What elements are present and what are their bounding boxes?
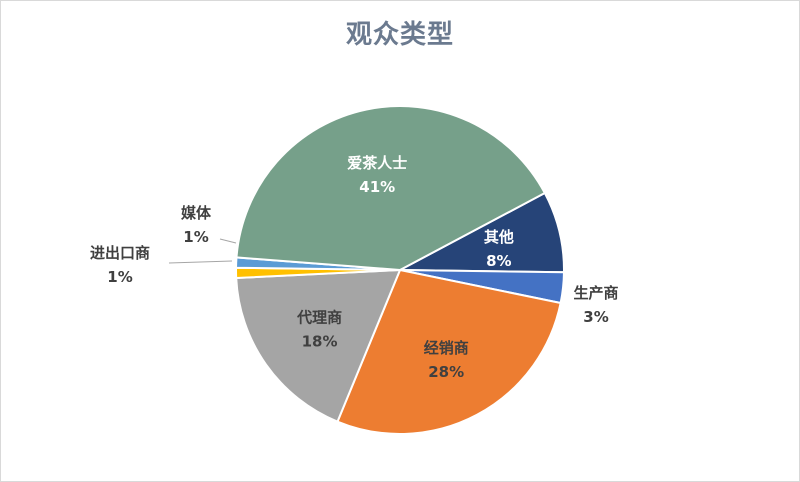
slice-value-label-1: 8% [486,252,511,270]
slice-name-label-4: 代理商 [296,309,342,327]
slice-value-label-4: 18% [302,333,338,351]
leader-line-6 [219,238,237,244]
slice-value-label-3: 28% [428,363,464,381]
chart-title: 观众类型 [345,20,454,50]
slice-name-label-2: 生产商 [573,284,618,302]
slice-value-label-2: 3% [583,308,608,326]
slice-name-label-3: 经销商 [424,339,469,357]
slice-name-label-5: 进出口商 [90,244,150,262]
slice-name-label-1: 其他 [484,228,514,246]
pie-slice-4 [235,268,402,423]
pie-slice-3 [336,268,562,435]
slice-name-label-7: 爱茶人士 [347,154,407,172]
pie-slice-7 [235,105,547,272]
leader-line-5 [168,260,233,264]
slice-value-label-7: 41% [359,178,395,196]
slice-name-label-6: 媒体 [181,204,212,222]
slice-value-label-5: 1% [107,268,132,286]
slice-value-label-6: 1% [183,228,208,246]
